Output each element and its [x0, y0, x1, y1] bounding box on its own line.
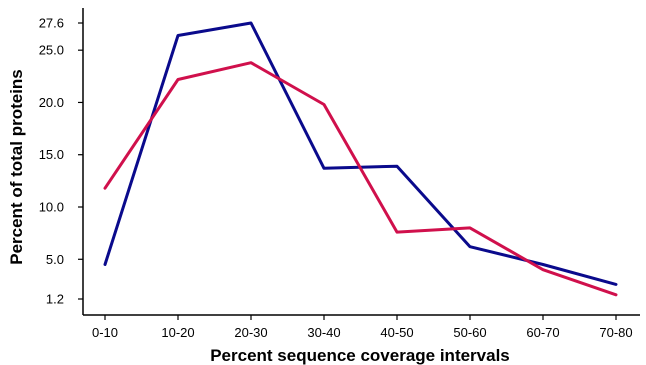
- y-tick-label: 25.0: [39, 43, 64, 58]
- y-tick-label: 1.2: [46, 292, 64, 307]
- x-tick-label: 20-30: [234, 325, 267, 340]
- x-tick-label: 60-70: [526, 325, 559, 340]
- x-tick-label: 50-60: [453, 325, 486, 340]
- x-tick-label: 40-50: [380, 325, 413, 340]
- series-layer: [103, 21, 618, 297]
- x-tick-label: 30-40: [307, 325, 340, 340]
- y-axis-ticks: 1.2 5.0 10.0 15.0 20.0 25.0 27.6: [39, 16, 83, 307]
- y-tick-label: 27.6: [39, 16, 64, 31]
- y-axis-title: Percent of total proteins: [7, 69, 26, 265]
- x-axis-ticks: 0-10 10-20 20-30 30-40 40-50 50-60 60-70 70-80: [92, 315, 633, 340]
- x-tick-label: 10-20: [161, 325, 194, 340]
- x-tick-label: 70-80: [599, 325, 632, 340]
- series-line-2: [103, 61, 618, 297]
- x-tick-label: 0-10: [92, 325, 118, 340]
- y-tick-label: 10.0: [39, 200, 64, 215]
- series-line-1: [103, 21, 618, 286]
- y-tick-label: 15.0: [39, 147, 64, 162]
- x-axis-title: Percent sequence coverage intervals: [210, 346, 510, 365]
- y-tick-label: 5.0: [46, 252, 64, 267]
- y-tick-label: 20.0: [39, 95, 64, 110]
